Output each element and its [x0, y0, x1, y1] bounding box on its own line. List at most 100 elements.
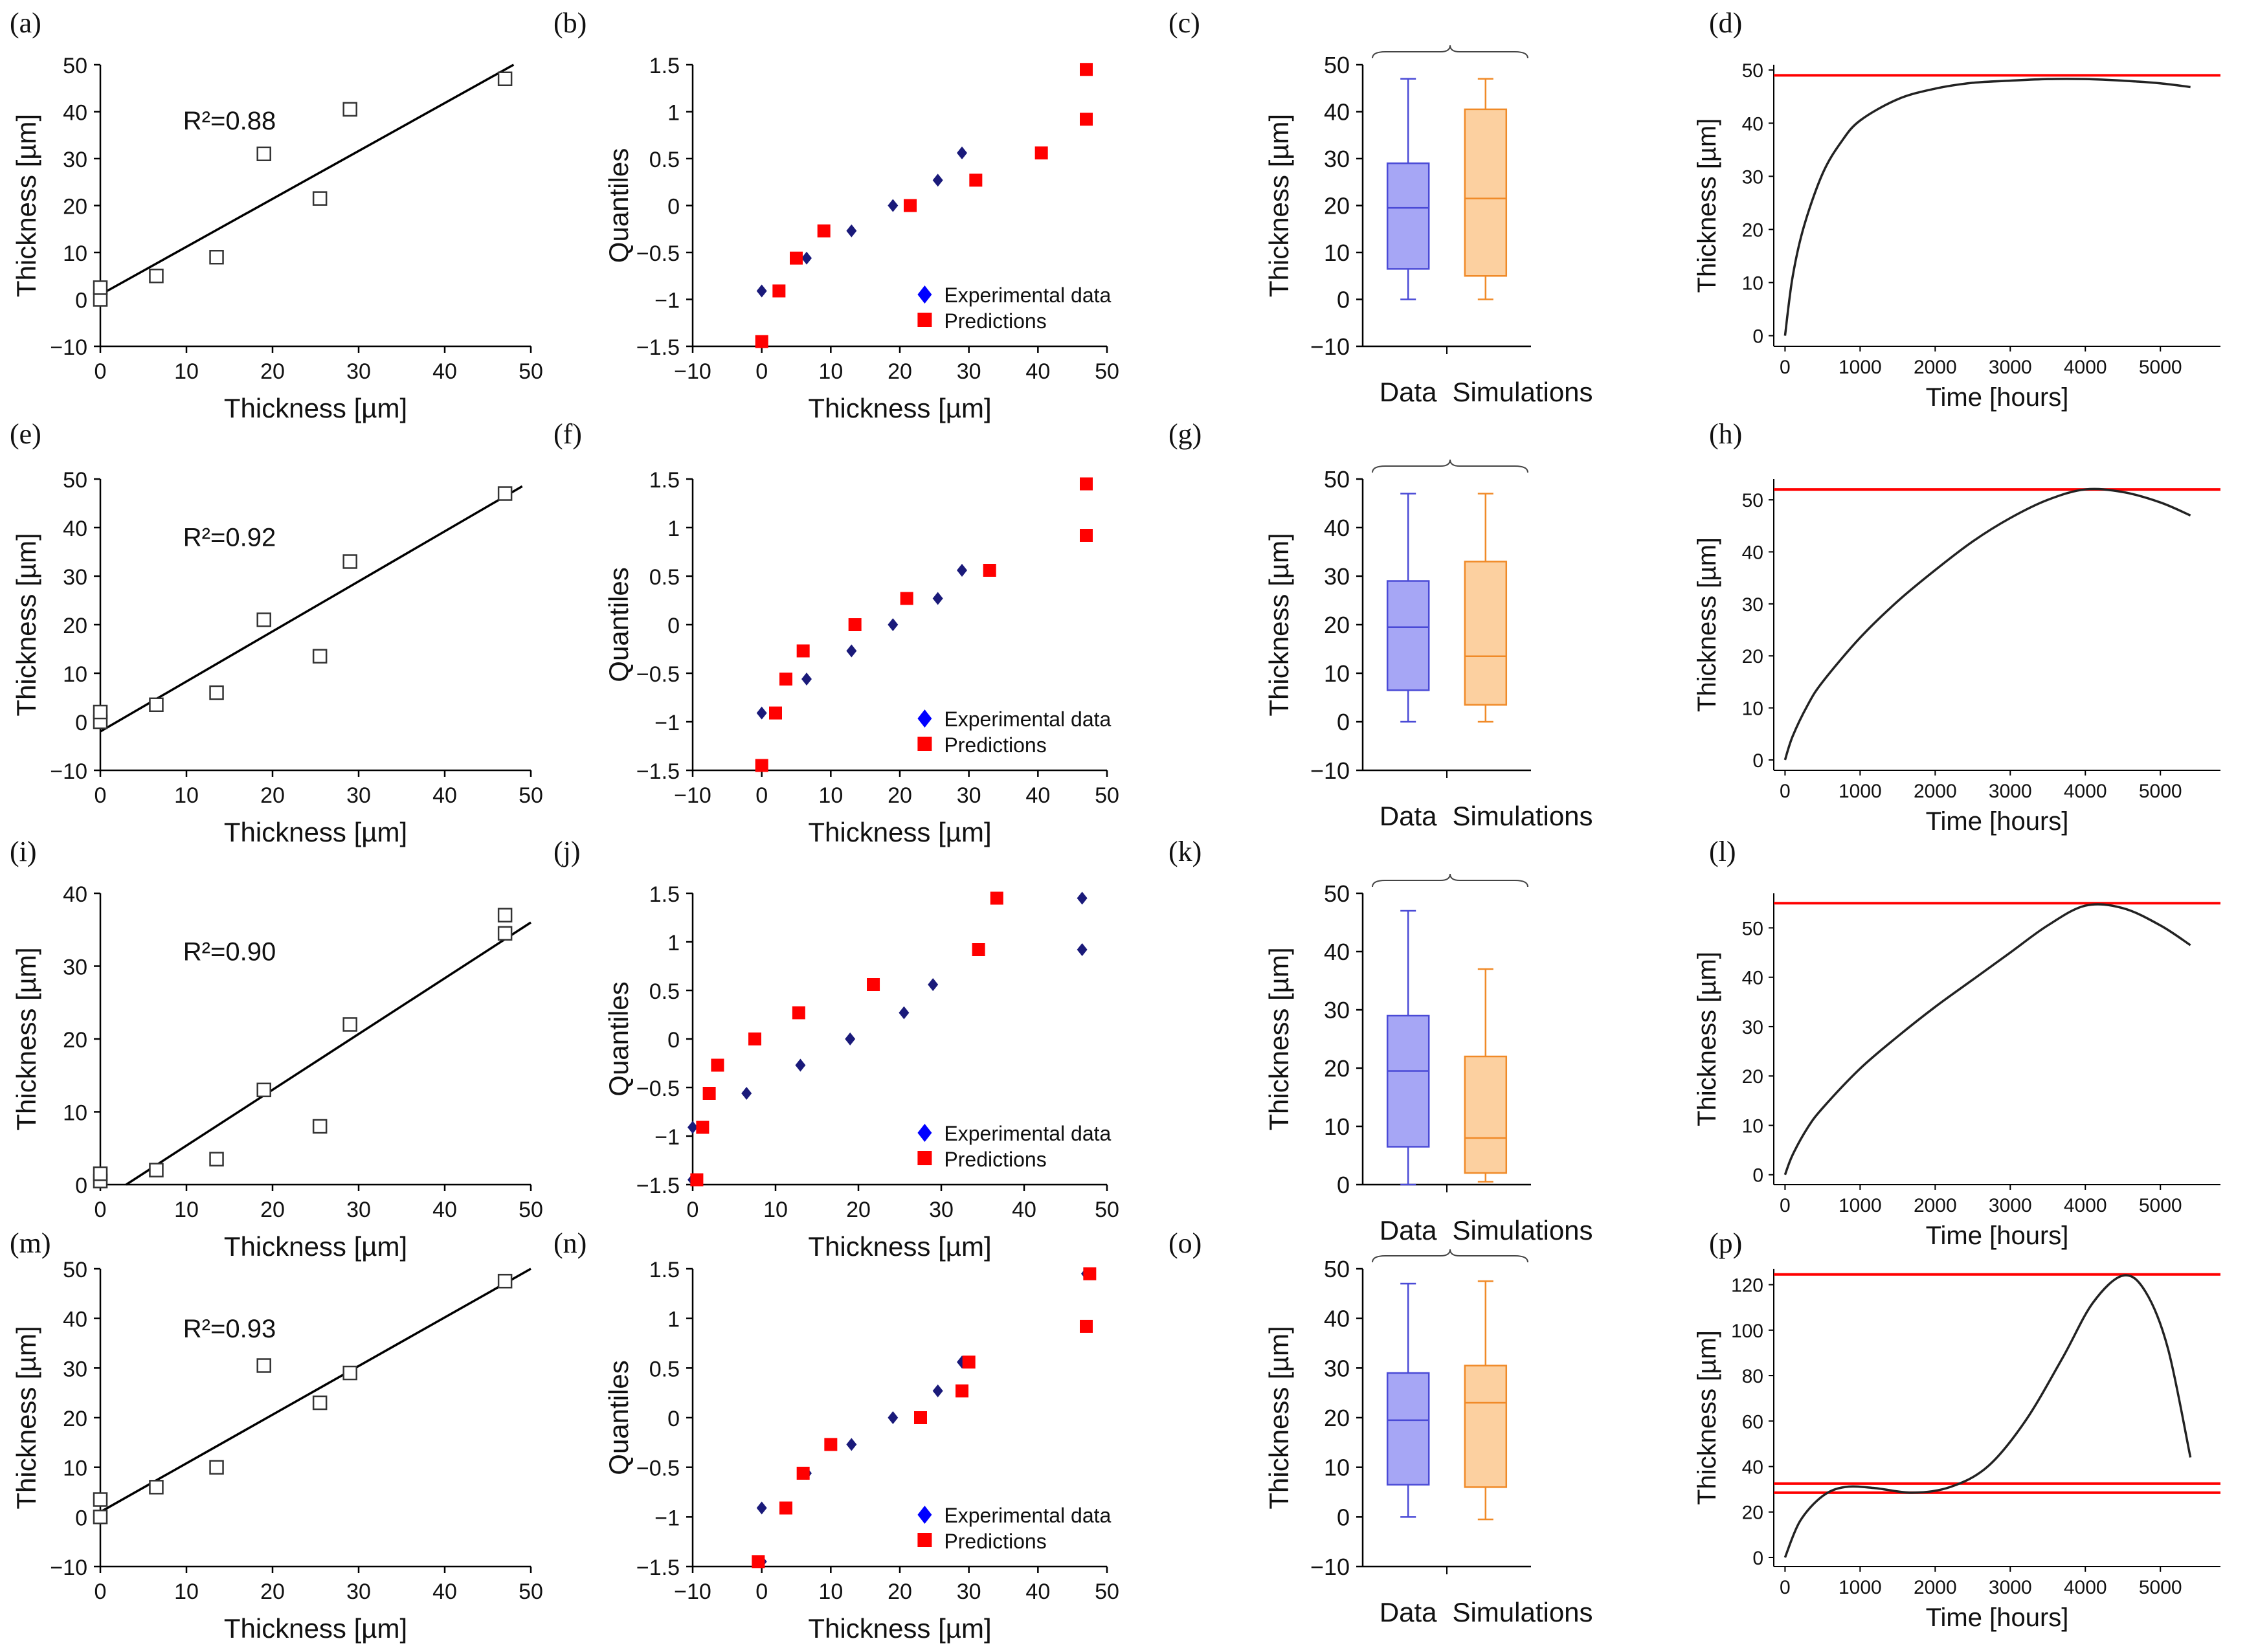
- y-tick-label: 30: [1324, 563, 1350, 590]
- y-axis-label: Thickness [µm]: [1264, 533, 1294, 716]
- y-tick-label: 50: [63, 54, 87, 78]
- x-tick-label: 10: [818, 1579, 843, 1604]
- y-tick-label: −0.5: [636, 1457, 680, 1481]
- y-tick-label: 50: [63, 468, 87, 493]
- prediction-point: [983, 564, 996, 577]
- x-axis-label: Thickness [µm]: [808, 817, 991, 847]
- panel-m: (m) −10 0 10 20 30 40 50 0 10 20 30 40 50 Thickness [µ…: [10, 1227, 543, 1644]
- experimental-point: [741, 1087, 752, 1100]
- category-label: Simulations: [1452, 1215, 1593, 1245]
- r-squared-annotation: R²=0.93: [183, 1315, 276, 1343]
- x-tick-label: 4000: [2064, 1195, 2107, 1216]
- y-tick-label: 1: [667, 101, 680, 126]
- experimental-point: [801, 673, 812, 686]
- x-axis-label: Thickness [µm]: [808, 393, 991, 423]
- data-point: [149, 269, 164, 284]
- prediction-point: [848, 618, 862, 631]
- y-tick-label: 60: [1742, 1411, 1763, 1433]
- y-tick-label: 80: [1742, 1366, 1763, 1387]
- y-tick-label: 40: [1324, 515, 1350, 541]
- fit-line: [100, 485, 523, 733]
- prediction-point: [962, 1356, 976, 1369]
- data-point: [312, 1395, 328, 1411]
- x-axis-label: Time [hours]: [1926, 1222, 2069, 1250]
- r-squared-annotation: R²=0.88: [183, 107, 276, 135]
- x-tick-label: 10: [763, 1198, 788, 1222]
- y-tick-label: 1: [667, 1308, 680, 1332]
- x-tick-label: 40: [432, 359, 457, 384]
- experimental-point: [888, 199, 899, 212]
- y-tick-label: 40: [1742, 542, 1763, 564]
- y-axis-label: Thickness [µm]: [1264, 1326, 1294, 1509]
- y-tick-label: 120: [1731, 1275, 1763, 1297]
- y-axis-label: Thickness [µm]: [11, 1326, 41, 1509]
- data-point: [93, 1166, 108, 1181]
- x-tick-label: 3000: [1989, 781, 2032, 802]
- y-axis-label: Thickness [µm]: [11, 533, 41, 716]
- y-tick-label: 10: [63, 1101, 87, 1126]
- y-tick-label: 10: [1324, 1113, 1350, 1140]
- y-tick-label: 30: [63, 565, 87, 590]
- data-point: [342, 1017, 357, 1032]
- panel-label: (b): [553, 7, 587, 39]
- x-tick-label: 10: [174, 783, 199, 808]
- x-axis-label: Thickness [µm]: [808, 1231, 991, 1262]
- y-tick-label: −1: [654, 711, 680, 735]
- y-tick-label: −1: [654, 1125, 680, 1150]
- experimental-point: [957, 564, 967, 577]
- legend-label: Experimental data: [944, 708, 1111, 731]
- panel-label: (k): [1168, 836, 1202, 867]
- y-tick-label: 30: [63, 1357, 87, 1381]
- prediction-point: [755, 335, 768, 348]
- panel-label: (o): [1168, 1227, 1202, 1259]
- prediction-point: [914, 1411, 927, 1424]
- thickness-curve: [1783, 487, 2191, 761]
- x-tick-label: 0: [755, 783, 768, 808]
- y-tick-label: 0.5: [649, 1357, 680, 1381]
- x-tick-label: 40: [1025, 1579, 1050, 1604]
- y-tick-label: 0.5: [649, 148, 680, 172]
- y-axis-label: Thickness [µm]: [1264, 947, 1294, 1130]
- y-tick-label: 1.5: [649, 54, 680, 78]
- data-point: [256, 146, 271, 161]
- x-tick-label: 4000: [2064, 781, 2107, 802]
- y-tick-label: 0: [1752, 1165, 1763, 1187]
- y-tick-label: −1: [654, 289, 680, 313]
- y-axis-label: Quantiles: [603, 981, 634, 1096]
- y-tick-label: 1: [667, 517, 680, 541]
- data-point: [342, 554, 357, 569]
- data-point: [497, 71, 513, 86]
- x-tick-label: 1000: [1839, 357, 1882, 378]
- prediction-point: [1080, 1319, 1093, 1333]
- y-tick-label: 30: [1742, 1017, 1763, 1038]
- fit-line: [100, 63, 515, 296]
- x-tick-label: 10: [174, 359, 199, 384]
- data-point: [93, 1492, 108, 1507]
- x-tick-label: 0: [755, 359, 768, 384]
- x-tick-label: 3000: [1989, 357, 2032, 378]
- prediction-point: [956, 1384, 968, 1398]
- experimental-point: [846, 1438, 857, 1451]
- y-tick-label: −10: [1310, 333, 1350, 360]
- x-tick-label: 10: [174, 1198, 199, 1222]
- panel-i: (i) 0 10 20 30 40 0 10 20 30 40 50 Thickness [µm] Thi…: [10, 836, 543, 1262]
- x-tick-label: 2000: [1914, 781, 1957, 802]
- prediction-point: [824, 1438, 838, 1451]
- box-simulations: [1464, 1365, 1508, 1488]
- panel-o: (o) −10 0 10 20 30 40 50 Thickness [µm] Data Simul…: [1168, 1227, 1593, 1627]
- x-tick-label: 50: [1095, 783, 1119, 808]
- y-tick-label: 30: [1742, 594, 1763, 616]
- y-tick-label: 20: [1742, 219, 1763, 241]
- category-label: Data: [1380, 801, 1437, 831]
- prediction-point: [796, 644, 810, 658]
- y-tick-label: 40: [1742, 113, 1763, 135]
- y-tick-label: 30: [1324, 1355, 1350, 1381]
- box-data: [1386, 162, 1430, 270]
- experimental-point: [756, 706, 767, 720]
- legend-marker-experimental: [917, 709, 932, 728]
- y-tick-label: 20: [63, 614, 87, 638]
- panel-n: (n) −1.5 −1 −0.5 0 0.5 1 1.5 −10 0 10 20 30 40 50 Thick…: [553, 1227, 1119, 1644]
- y-tick-label: 40: [63, 1308, 87, 1332]
- y-tick-label: 10: [1324, 240, 1350, 266]
